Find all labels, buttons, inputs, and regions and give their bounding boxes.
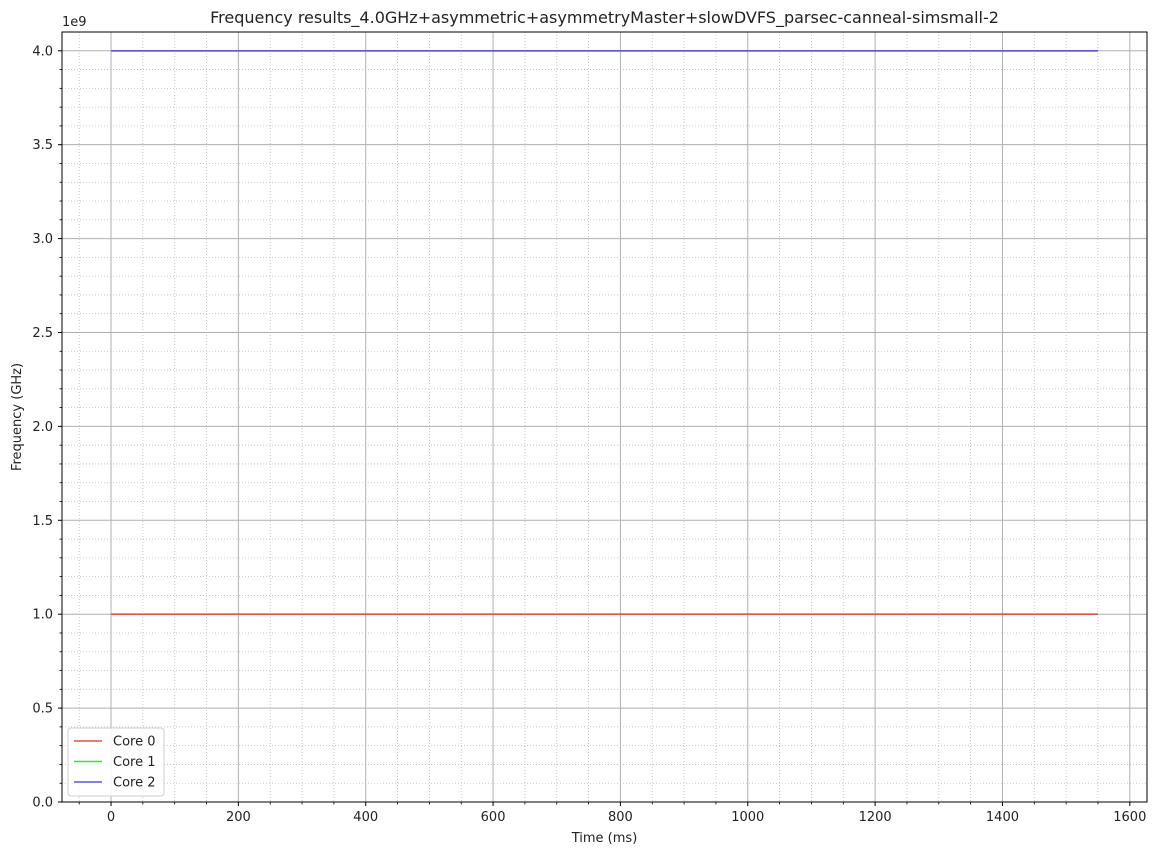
chart-title: Frequency results_4.0GHz+asymmetric+asym…	[210, 8, 999, 28]
x-tick-label: 800	[608, 810, 633, 825]
x-tick-label: 200	[226, 810, 251, 825]
legend-label: Core 0	[113, 735, 156, 750]
x-tick-label: 1200	[859, 810, 892, 825]
y-axis-offset-label: 1e9	[62, 15, 87, 30]
y-axis-label: Frequency (GHz)	[10, 363, 25, 471]
x-axis-label: Time (ms)	[571, 831, 638, 846]
x-tick-label: 1000	[731, 810, 764, 825]
y-tick-label: 3.5	[32, 138, 53, 153]
x-tick-label: 600	[481, 810, 506, 825]
series-lines	[111, 49, 1098, 615]
grid	[62, 32, 1147, 803]
y-tick-label: 0.5	[32, 702, 53, 717]
legend-label: Core 2	[113, 776, 156, 791]
y-tick-label: 0.0	[32, 796, 53, 811]
axis-ticks: 0 200 400 600 800 1000 1200 1400 1600 0.0 0.5 1.0 1.…	[32, 44, 1146, 825]
x-tick-label: 400	[353, 810, 378, 825]
x-tick-label: 0	[107, 810, 115, 825]
x-tick-label: 1400	[986, 810, 1019, 825]
legend-label: Core 1	[113, 755, 156, 770]
legend: Core 0 Core 1 Core 2	[67, 727, 165, 797]
x-tick-label: 1600	[1113, 810, 1146, 825]
y-tick-label: 2.0	[32, 420, 53, 435]
legend-box	[67, 727, 165, 797]
y-tick-label: 1.5	[32, 514, 53, 529]
y-tick-label: 2.5	[32, 326, 53, 341]
plot-frame	[61, 31, 1148, 803]
y-tick-label: 1.0	[32, 608, 53, 623]
y-tick-label: 3.0	[32, 232, 53, 247]
y-tick-label: 4.0	[32, 44, 53, 59]
